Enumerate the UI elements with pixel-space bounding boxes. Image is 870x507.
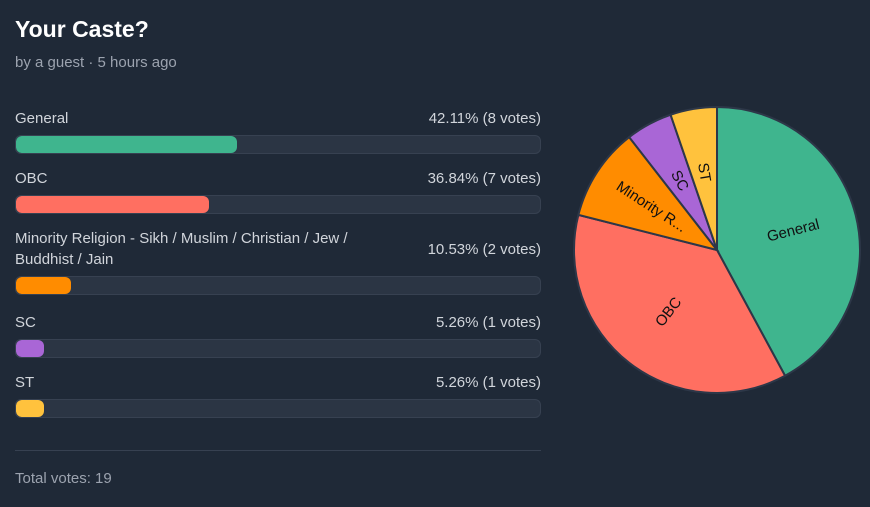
option-label: SC [15, 314, 36, 331]
poll-meta: by a guest · 5 hours ago [15, 54, 177, 71]
option-label: OBC [15, 170, 48, 187]
option-stat: 5.26% (1 votes) [435, 314, 541, 331]
divider [15, 450, 541, 451]
pie-slice-minority-r [577, 135, 720, 252]
option-stat: 5.26% (1 votes) [435, 374, 541, 391]
option-stat: 42.11% (8 votes) [428, 110, 541, 127]
option-bar-fill [16, 277, 72, 294]
poll-option-obc: OBC 36.84% (7 votes) [15, 168, 541, 214]
poll-option-st: ST 5.26% (1 votes) [15, 372, 541, 418]
option-label: Minority Religion - Sikh / Muslim / Chri… [15, 230, 348, 268]
poll-option-sc: SC 5.26% (1 votes) [15, 312, 541, 358]
total-votes: Total votes: 19 [15, 470, 112, 487]
pie-slice-label: ST [694, 162, 714, 184]
option-label: General [15, 110, 69, 127]
option-bar-track [15, 399, 541, 418]
option-bar-fill [16, 136, 237, 153]
option-bar-track [15, 276, 541, 295]
pie-slice-obc [573, 213, 787, 394]
poll-option-minority-religion: Minority Religion - Sikh / Muslim / Chri… [15, 228, 541, 295]
option-stat: 36.84% (7 votes) [427, 170, 541, 187]
poll-title: Your Caste? [15, 16, 149, 42]
pie-slice-general [716, 105, 861, 378]
option-bar-track [15, 195, 541, 214]
option-bar-track [15, 135, 541, 154]
option-bar-track [15, 339, 541, 358]
option-bar-fill [16, 400, 44, 417]
pie-slice-st [669, 105, 718, 251]
option-stat: 10.53% (2 votes) [427, 240, 541, 258]
option-bar-fill [16, 340, 44, 357]
option-bar-fill [16, 196, 210, 213]
option-label: ST [15, 374, 35, 391]
poll-option-general: General 42.11% (8 votes) [15, 108, 541, 154]
